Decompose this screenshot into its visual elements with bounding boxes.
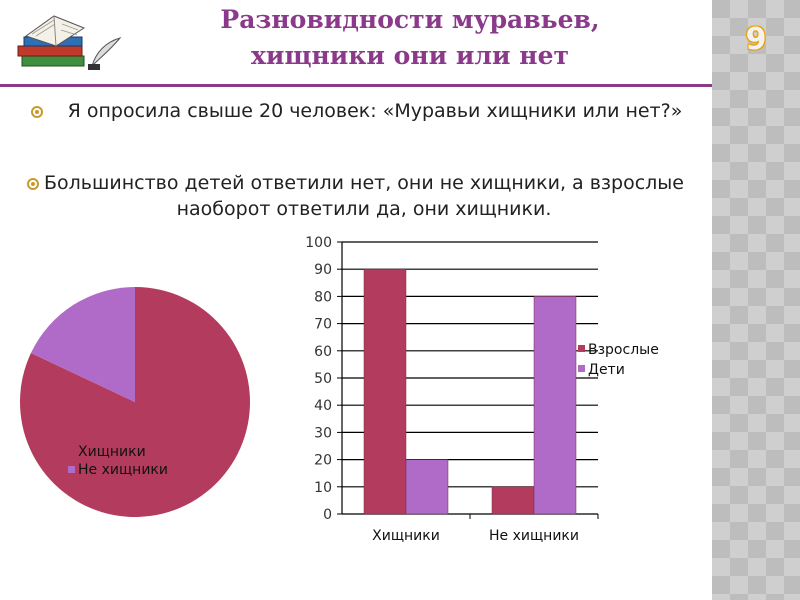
- legend-swatch: [68, 466, 75, 473]
- quill-icon: [88, 37, 122, 70]
- bar: [405, 459, 449, 515]
- y-tick-label: 30: [314, 425, 332, 441]
- legend-swatch: [578, 365, 585, 372]
- y-tick-label: 20: [314, 453, 332, 469]
- books-icon: [17, 15, 86, 67]
- y-tick-label: 50: [314, 371, 332, 387]
- pie-slice: [30, 287, 136, 402]
- y-tick-label: 80: [314, 289, 332, 305]
- bullet-text-2: Большинство детей ответили нет, они не х…: [44, 172, 684, 220]
- legend-swatch: [578, 345, 585, 352]
- title-line-1: Разновидности муравьев,: [220, 5, 600, 34]
- pie-chart: Хищники Не хищники: [20, 287, 250, 517]
- y-tick-label: 70: [314, 317, 332, 333]
- decorative-sidebar: [712, 0, 800, 600]
- x-tick-label: Не хищники: [489, 528, 579, 544]
- bar: [533, 296, 577, 515]
- legend-label: Не хищники: [78, 462, 168, 478]
- bullet-text-1: Я опросила свыше 20 человек: «Муравьи хи…: [67, 100, 683, 122]
- y-tick-label: 10: [314, 480, 332, 496]
- legend-label: Хищники: [78, 444, 146, 460]
- y-tick-label: 90: [314, 262, 332, 278]
- x-tick-label: Хищники: [372, 528, 440, 544]
- bar: [491, 486, 535, 515]
- legend-label: Взрослые: [588, 342, 659, 358]
- slide-title: Разновидности муравьев, хищники они или …: [150, 2, 670, 74]
- bar: [363, 268, 407, 515]
- bullet-icon: [27, 178, 39, 190]
- y-tick-label: 60: [314, 344, 332, 360]
- y-tick-label: 0: [323, 507, 332, 523]
- y-tick-label: 100: [305, 235, 332, 251]
- y-tick-label: 40: [314, 398, 332, 414]
- bullet-icon: [31, 106, 43, 118]
- legend-label: Дети: [588, 362, 625, 378]
- title-divider: [0, 84, 712, 87]
- page-number: 9: [745, 22, 767, 57]
- title-line-2: хищники они или нет: [251, 41, 569, 70]
- legend-swatch: [68, 448, 75, 455]
